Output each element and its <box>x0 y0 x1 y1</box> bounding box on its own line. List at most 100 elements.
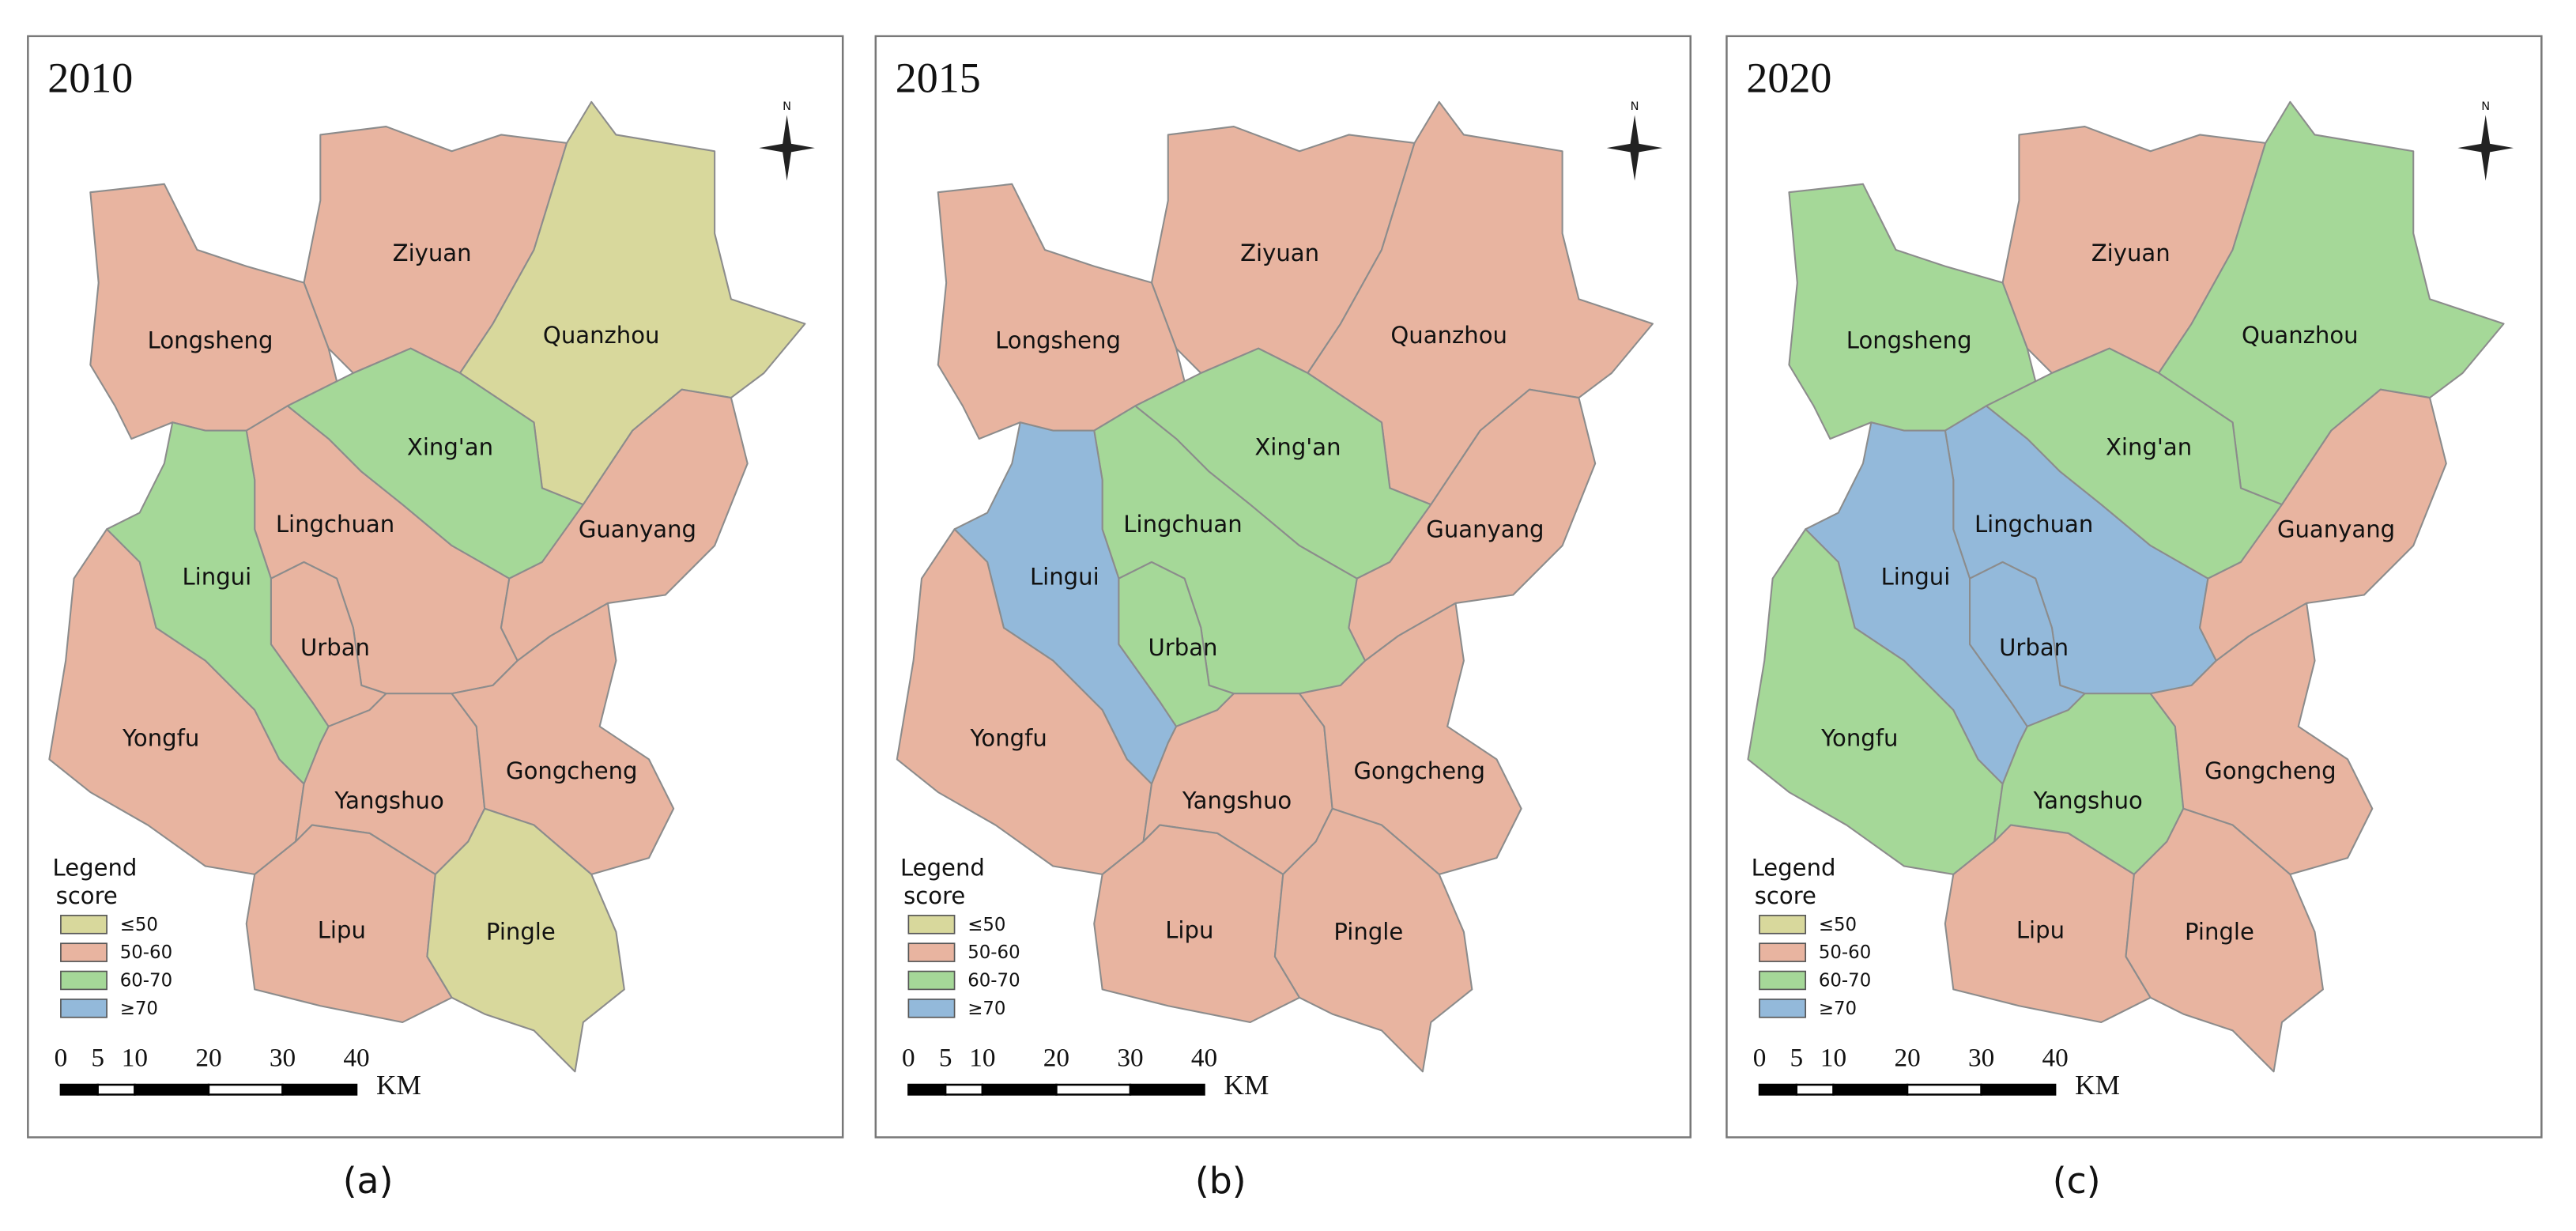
year-label: 2015 <box>896 54 981 101</box>
scale-segment <box>281 1083 358 1096</box>
region-label: Urban <box>1999 634 2069 661</box>
panel-caption: (c) <box>2053 1160 2101 1202</box>
legend-label: ≥70 <box>967 999 1005 1019</box>
legend-label: ≤50 <box>1819 915 1857 935</box>
legend-label: 50-60 <box>967 942 1020 963</box>
region-label: Yongfu <box>122 724 199 751</box>
legend-label: ≥70 <box>1819 999 1857 1019</box>
region-label: Pingle <box>486 919 556 946</box>
scale-segment <box>1129 1083 1205 1096</box>
scale-segment <box>907 1083 947 1096</box>
region-label: Ziyuan <box>2091 240 2171 266</box>
scale-label: 40 <box>343 1043 369 1072</box>
region-label: Lipu <box>2016 917 2065 944</box>
map-panel: Ziyuan Longsheng Quanzhou Xing'an Lingchuan G… <box>1726 35 2543 1138</box>
legend-swatch <box>907 942 956 962</box>
year-label: 2020 <box>1746 54 1831 101</box>
scale-label: 20 <box>1894 1043 1920 1072</box>
region-label: Yangshuo <box>334 787 443 814</box>
map: Ziyuan Longsheng Quanzhou Xing'an Lingchuan G… <box>48 100 806 1073</box>
north-arrow: N <box>2457 100 2514 181</box>
compass <box>1606 115 1663 181</box>
region-label: Gongcheng <box>1354 757 1485 784</box>
region <box>426 807 625 1073</box>
scale-label: 40 <box>2042 1043 2069 1072</box>
scale-segment <box>96 1083 136 1096</box>
legend-subtitle: score <box>1755 882 1816 909</box>
region-label: Lingchuan <box>1123 511 1242 538</box>
region-label: Gongcheng <box>506 757 637 784</box>
region-label: Urban <box>1148 634 1217 661</box>
region-label: Xing'an <box>1254 434 1341 461</box>
scale-segment <box>1906 1083 1982 1096</box>
map-panel: Ziyuan Longsheng Quanzhou Xing'an Lingchuan G… <box>27 35 844 1138</box>
scale-segment <box>981 1083 1058 1096</box>
region-label: Quanzhou <box>2242 322 2359 349</box>
scale-unit: KM <box>2075 1070 2120 1101</box>
legend-label: ≤50 <box>120 915 158 935</box>
map: Ziyuan Longsheng Quanzhou Xing'an Lingchuan G… <box>896 100 1654 1073</box>
region <box>1273 807 1473 1073</box>
legend-label: ≥70 <box>120 999 158 1019</box>
compass <box>759 115 815 181</box>
scale-segment <box>59 1083 99 1096</box>
region-label: Longsheng <box>1846 327 1972 353</box>
panel-caption: (a) <box>343 1160 394 1202</box>
scale-segment <box>207 1083 284 1096</box>
region-label: Gongcheng <box>2204 757 2336 784</box>
north-label: N <box>1631 100 1639 113</box>
region-label: Lingchuan <box>276 511 394 538</box>
legend-title: Legend <box>900 855 985 882</box>
scale-unit: KM <box>1224 1070 1269 1101</box>
legend-swatch <box>1759 942 1807 962</box>
scale-label: 0 <box>902 1043 915 1072</box>
region-label: Lingui <box>1030 564 1099 591</box>
scale-segment <box>1055 1083 1132 1096</box>
scale-unit: KM <box>376 1070 421 1101</box>
north-arrow: N <box>1606 100 1663 181</box>
region <box>2125 807 2324 1073</box>
north-label: N <box>2481 100 2490 113</box>
region-label: Ziyuan <box>393 240 472 266</box>
legend-subtitle: score <box>56 882 118 909</box>
region-label: Ziyuan <box>1240 240 1319 266</box>
region-label: Yangshuo <box>1182 787 1292 814</box>
map: Ziyuan Longsheng Quanzhou Xing'an Lingchuan G… <box>1747 100 2505 1073</box>
region-label: Guanyang <box>1426 515 1544 542</box>
scale-label: 10 <box>1820 1043 1846 1072</box>
legend-swatch <box>907 970 956 991</box>
region-label: Pingle <box>2185 919 2254 946</box>
region-label: Lingui <box>182 564 251 591</box>
scale-segment <box>1832 1083 1909 1096</box>
scale-segment <box>134 1083 210 1096</box>
region-label: Xing'an <box>2106 434 2192 461</box>
legend-title: Legend <box>1752 855 1836 882</box>
scale-label: 5 <box>1790 1043 1803 1072</box>
legend-swatch <box>60 970 107 991</box>
region-label: Guanyang <box>2277 515 2395 542</box>
region-label: Pingle <box>1333 919 1403 946</box>
legend-swatch <box>60 915 107 935</box>
legend-swatch <box>907 915 956 935</box>
legend-label: 60-70 <box>967 971 1020 991</box>
legend-swatch <box>60 999 107 1018</box>
region-label: Longsheng <box>995 327 1121 353</box>
region-label: Xing'an <box>407 434 493 461</box>
scale-label: 0 <box>55 1043 68 1072</box>
legend-swatch <box>1759 915 1807 935</box>
legend-swatch <box>1759 970 1807 991</box>
region-label: Yongfu <box>970 724 1047 751</box>
region-label: Lingui <box>1881 564 1951 591</box>
legend-subtitle: score <box>903 882 965 909</box>
region-label: Yangshuo <box>2033 787 2143 814</box>
legend-label: 50-60 <box>120 942 172 963</box>
scale-label: 30 <box>1117 1043 1143 1072</box>
legend-label: ≤50 <box>967 915 1005 935</box>
scale-segment <box>1980 1083 2057 1096</box>
scale-label: 10 <box>122 1043 148 1072</box>
scale-segment <box>944 1083 984 1096</box>
legend-label: 60-70 <box>120 971 172 991</box>
scale-label: 5 <box>939 1043 952 1072</box>
region-label: Quanzhou <box>1390 322 1507 349</box>
